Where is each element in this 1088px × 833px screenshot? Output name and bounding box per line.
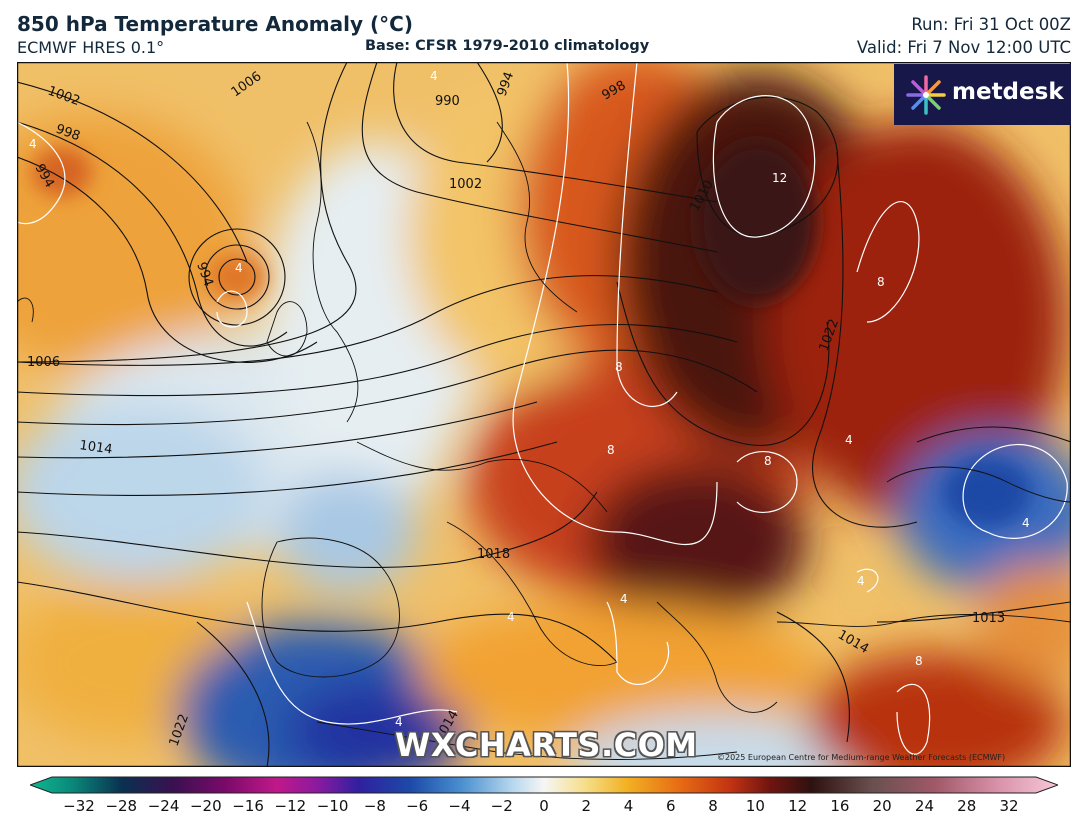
isobar-lines (17, 62, 1071, 767)
anomaly-label: 4 (857, 574, 865, 588)
anomaly-label: 4 (235, 261, 243, 275)
scandinavia-darkest (697, 142, 817, 302)
anomaly-label: 8 (877, 275, 885, 289)
colorbar-tick-label: −2 (490, 797, 513, 815)
colorbar-tick-label: 24 (914, 797, 934, 815)
colorbar (30, 776, 1058, 794)
iberia-cold-core (287, 682, 467, 767)
climatology-base: Base: CFSR 1979-2010 climatology (365, 38, 650, 54)
isobar-label: 1013 (972, 611, 1005, 626)
africa-cool (567, 712, 867, 767)
atlantic-cool-band-2 (17, 402, 267, 582)
anomaly-label: 4 (507, 610, 515, 624)
colorbar-body (30, 776, 1058, 794)
colorbar-tick-label: 10 (745, 797, 765, 815)
metdesk-logo-text: metdesk (952, 79, 1064, 105)
coastlines (17, 121, 1071, 760)
valid-time: Valid: Fri 7 Nov 12:00 UTC (856, 38, 1071, 57)
colorbar-tick-label: −6 (406, 797, 429, 815)
colorbar-tick-label: −20 (189, 797, 222, 815)
metdesk-flower-icon (906, 75, 946, 115)
colorbar-tick-label: −16 (232, 797, 264, 815)
colorbar-tick-label: 6 (666, 797, 676, 815)
isobar-label: 1006 (27, 355, 60, 370)
turkey-hot (807, 652, 1067, 767)
colorbar-tick-label: 20 (872, 797, 892, 815)
anomaly-contours (17, 62, 1068, 755)
isobar-label: 1002 (449, 177, 482, 192)
wxcharts-watermark: WXCHARTS.COM (395, 726, 698, 764)
anomaly-label: 8 (615, 360, 623, 374)
ecmwf-copyright: ©2025 European Centre for Medium-range W… (717, 753, 1006, 762)
chart-title: 850 hPa Temperature Anomaly (°C) (17, 12, 413, 36)
temperature-anomaly-map: 1002 1006 998 994 990 994 1002 994 1006 … (17, 62, 1071, 767)
colorbar-tick-label: 12 (788, 797, 808, 815)
colorbar-tick-label: 4 (623, 797, 634, 815)
anomaly-label: 4 (1022, 516, 1030, 530)
caucasus-warm (977, 562, 1071, 682)
colorbar-tick-label: −28 (105, 797, 138, 815)
colorbar-tick-label: −8 (363, 797, 386, 815)
isobar-label: 990 (435, 94, 460, 109)
colorbar-tick-label: 16 (830, 797, 850, 815)
anomaly-label: 8 (915, 654, 923, 668)
colorbar-tick-label: −32 (63, 797, 95, 815)
colorbar-tick-label: 0 (539, 797, 549, 815)
biscay-cool (277, 472, 417, 592)
anomaly-label: 8 (764, 454, 772, 468)
run-time: Run: Fri 31 Oct 00Z (911, 15, 1071, 34)
colorbar-tick-label: 2 (581, 797, 592, 815)
anomaly-label: 4 (29, 137, 37, 151)
colorbar-tick-label: 32 (999, 797, 1019, 815)
anomaly-label: 4 (395, 715, 403, 729)
colorbar-tick-label: −10 (316, 797, 349, 815)
colorbar-tick-label: 8 (708, 797, 718, 815)
metdesk-logo (894, 64, 1071, 125)
colorbar-tick-label: 28 (957, 797, 977, 815)
anomaly-label: 4 (430, 69, 438, 83)
map-frame (17, 62, 1071, 767)
anomaly-label: 12 (772, 171, 787, 185)
model-label: ECMWF HRES 0.1° (17, 38, 165, 57)
colorbar-tick-label: −12 (274, 797, 307, 815)
anomaly-label: 4 (845, 433, 853, 447)
anomaly-label: 4 (620, 592, 628, 606)
anomaly-label: 8 (607, 443, 615, 457)
anomaly-label-group: 4 4 4 12 8 8 8 8 4 4 4 4 4 4 8 (29, 69, 1030, 729)
colorbar-tick-label: −24 (147, 797, 180, 815)
isobar-label: 1014 (78, 438, 113, 457)
low-warm-core (207, 252, 267, 302)
isobar-label: 1018 (477, 547, 510, 562)
atlantic-warm-core (32, 147, 92, 197)
colorbar-tick-label: −4 (448, 797, 471, 815)
